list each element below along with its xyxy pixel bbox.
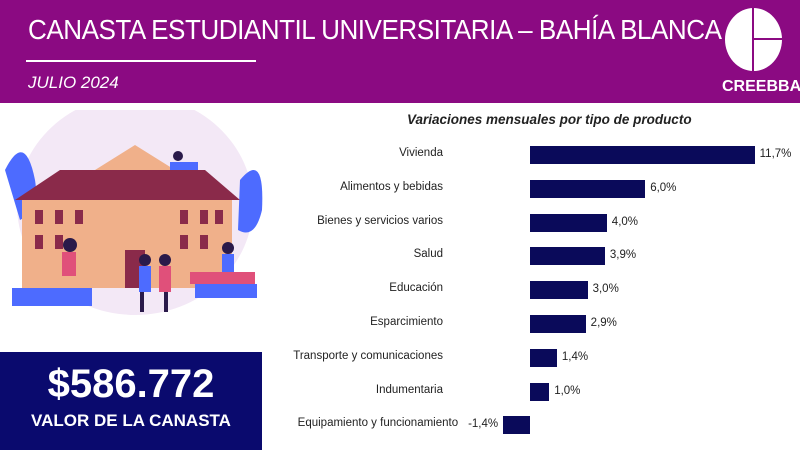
page-title: CANASTA ESTUDIANTIL UNIVERSITARIA – BAHÍ… [28,14,722,45]
category-label: Indumentaria [375,383,443,396]
chart-row: Vivienda 11,7% [260,145,800,165]
report-date: JULIO 2024 [28,73,119,92]
bar [530,213,607,232]
value-label: 6,0% [650,181,677,194]
value-label: 1,4% [561,350,589,363]
bar [503,416,530,435]
university-illustration [5,110,263,315]
logo-text: CREEBBA [722,78,800,95]
bar [530,315,586,333]
category-label: Salud [413,248,443,261]
chart-row: Transporte y comunicaciones 1,4% [260,348,800,368]
value-label: 11,7% [759,148,792,160]
chart-row: Educación 3,0% [260,280,800,300]
value-label: -1,4% [468,418,499,431]
chart-row: Bienes y servicios varios 4,0% [260,213,800,233]
bar [530,382,550,401]
category-label: Transporte y comunicaciones [293,349,443,362]
chart-row: Esparcimiento 2,9% [260,314,800,334]
category-label: Equipamiento y funcionamiento [297,417,459,430]
chart-row: Equipamiento y funcionamiento -1,4% [260,415,800,435]
value-label: 1,0% [554,384,581,397]
basket-value-label: VALOR DE LA CANASTA [31,411,231,430]
header: CANASTA ESTUDIANTIL UNIVERSITARIA – BAHÍ… [0,0,800,103]
category-label: Alimentos y bebidas [340,180,443,193]
value-label: 3,9% [609,249,637,262]
category-label: Vivienda [399,147,443,159]
creebba-logo: CREEBBA [722,8,800,98]
bar [530,281,588,300]
chart-row: Salud 3,9% [260,246,800,266]
title-divider [26,60,256,62]
value-label: 4,0% [611,215,639,228]
basket-value: $586.772 [47,362,215,406]
category-label: Esparcimiento [370,316,443,328]
chart-row: Indumentaria 1,0% [260,382,800,402]
value-label: 2,9% [590,317,617,329]
bar [530,247,605,266]
bar [530,348,557,367]
category-label: Educación [389,282,443,295]
value-label: 3,0% [592,283,619,296]
bar [530,179,646,198]
bar [530,146,755,164]
chart-title: Variaciones mensuales por tipo de produc… [407,112,692,127]
category-label: Bienes y servicios varios [317,214,443,227]
chart-row: Alimentos y bebidas 6,0% [260,179,800,199]
basket-value-box: $586.772 VALOR DE LA CANASTA [0,352,262,450]
